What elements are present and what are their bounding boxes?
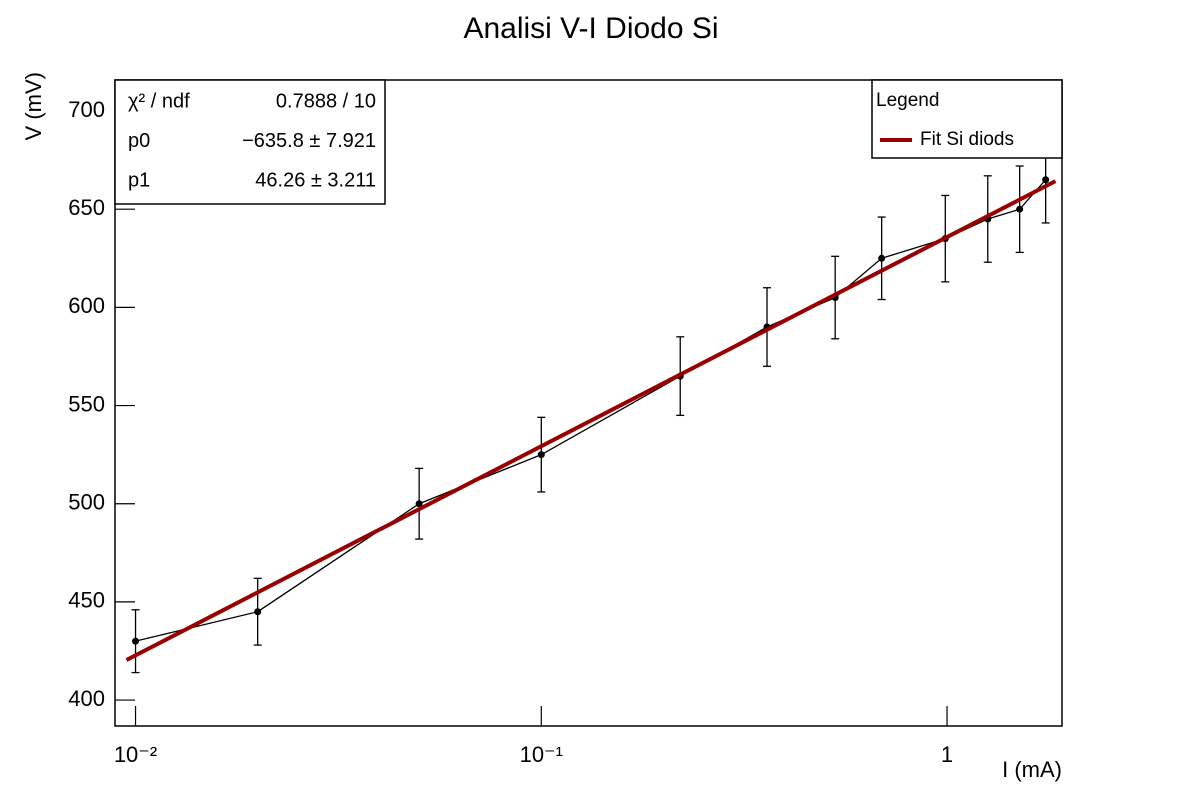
x-axis-label: I (mA) xyxy=(1002,757,1062,782)
stats-box xyxy=(114,79,386,205)
x-tick-label: 1 xyxy=(941,742,953,767)
data-point xyxy=(537,451,545,459)
stats-name: p1 xyxy=(128,169,150,191)
legend-title: Legend xyxy=(876,90,939,111)
y-tick-label: 500 xyxy=(68,490,105,515)
fit-line xyxy=(125,179,1057,662)
plot-frame xyxy=(114,79,1063,727)
stats-value: −635.8 ± 7.921 xyxy=(242,130,376,152)
stats-name: χ² / ndf xyxy=(128,90,190,112)
y-tick-label: 700 xyxy=(68,97,105,122)
chart-title: Analisi V-I Diodo Si xyxy=(463,12,718,45)
data-point xyxy=(1042,176,1050,184)
stats-value: 0.7888 / 10 xyxy=(276,90,376,112)
legend-box xyxy=(871,79,1063,159)
x-tick-label: 10⁻¹ xyxy=(520,742,563,767)
stats-value: 46.26 ± 3.211 xyxy=(255,169,376,191)
data-point xyxy=(878,254,886,262)
data-point xyxy=(132,637,140,645)
legend-label: Fit Si diods xyxy=(920,129,1014,150)
y-tick-label: 400 xyxy=(68,686,105,711)
data-point xyxy=(1016,205,1024,213)
y-tick-label: 550 xyxy=(68,391,105,416)
data-point xyxy=(254,608,262,616)
y-axis-label: V (mV) xyxy=(21,72,46,140)
y-tick-label: 600 xyxy=(68,293,105,318)
x-tick-label: 10⁻² xyxy=(114,742,157,767)
y-tick-label: 450 xyxy=(68,588,105,613)
y-tick-label: 650 xyxy=(68,195,105,220)
stats-name: p0 xyxy=(128,130,150,152)
data-point xyxy=(415,500,423,508)
